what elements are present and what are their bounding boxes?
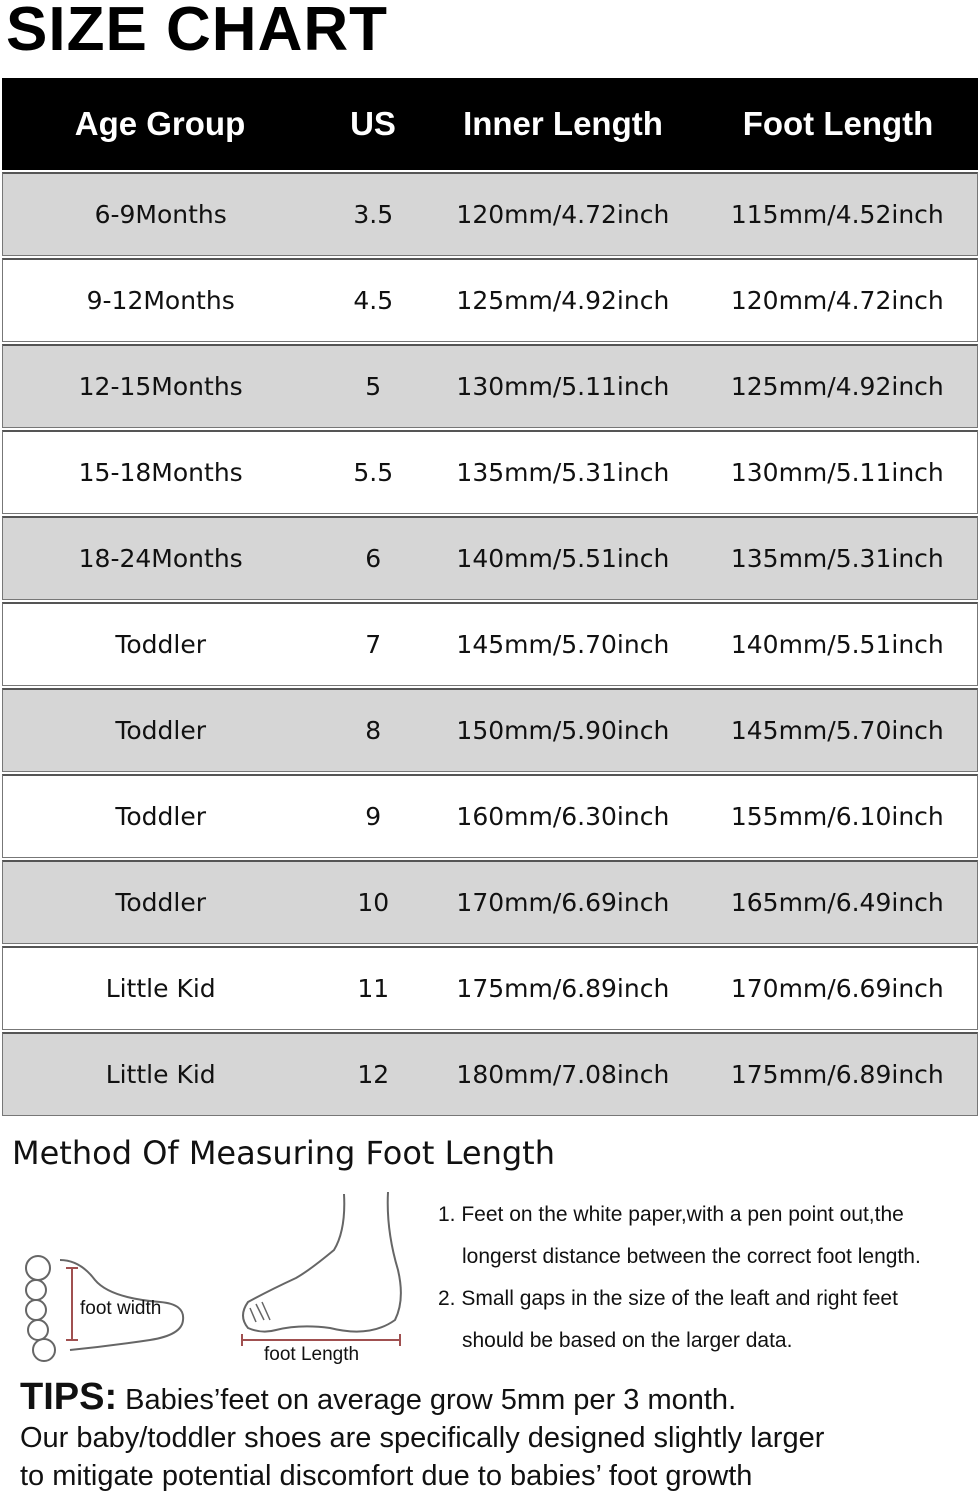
table-row: Little Kid 11 175mm/6.89inch 170mm/6.69inch [2, 946, 978, 1030]
cell-us-size: 7 [365, 630, 382, 659]
foot-illustration: foot width foot Length [0, 1190, 430, 1380]
cell-age-group: Toddler [115, 716, 207, 745]
cell-us-size: 12 [357, 1060, 390, 1089]
cell-inner-length: 160mm/6.30inch [456, 802, 670, 831]
cell-us-size: 3.5 [353, 200, 394, 229]
table-row: Toddler 9 160mm/6.30inch 155mm/6.10inch [2, 774, 978, 858]
tips-label: TIPS: [20, 1376, 118, 1418]
cell-inner-length: 145mm/5.70inch [456, 630, 670, 659]
cell-inner-length: 140mm/5.51inch [456, 544, 670, 573]
cell-inner-length: 175mm/6.89inch [456, 974, 670, 1003]
cell-inner-length: 135mm/5.31inch [456, 458, 670, 487]
cell-inner-length: 130mm/5.11inch [456, 372, 670, 401]
foot-width-label: foot width [80, 1298, 162, 1319]
cell-age-group: 15-18Months [78, 458, 243, 487]
cell-age-group: 6-9Months [94, 200, 227, 229]
cell-inner-length: 180mm/7.08inch [456, 1060, 670, 1089]
cell-foot-length: 130mm/5.11inch [730, 458, 944, 487]
cell-age-group: Little Kid [105, 1060, 216, 1089]
table-row: Toddler 8 150mm/5.90inch 145mm/5.70inch [2, 688, 978, 772]
cell-inner-length: 125mm/4.92inch [456, 286, 670, 315]
table-row: Toddler 7 145mm/5.70inch 140mm/5.51inch [2, 602, 978, 686]
cell-foot-length: 120mm/4.72inch [730, 286, 944, 315]
cell-us-size: 5 [365, 372, 382, 401]
header-us: US [350, 105, 396, 142]
cell-us-size: 6 [365, 544, 382, 573]
cell-us-size: 11 [357, 974, 390, 1003]
table-row: 12-15Months 5 130mm/5.11inch 125mm/4.92inch [2, 344, 978, 428]
tips-line-2: Our baby/toddler shoes are specifically … [20, 1422, 825, 1454]
step-2-line-1: 2. Small gaps in the size of the leaft a… [438, 1287, 898, 1310]
cell-age-group: 12-15Months [78, 372, 243, 401]
cell-us-size: 9 [365, 802, 382, 831]
table-row: Little Kid 12 180mm/7.08inch 175mm/6.89inch [2, 1032, 978, 1116]
header-age-group: Age Group [74, 105, 246, 142]
cell-foot-length: 175mm/6.89inch [730, 1060, 944, 1089]
table-row: 15-18Months 5.5 135mm/5.31inch 130mm/5.11in… [2, 430, 978, 514]
cell-inner-length: 150mm/5.90inch [456, 716, 670, 745]
cell-age-group: Little Kid [105, 974, 216, 1003]
cell-us-size: 4.5 [353, 286, 394, 315]
cell-age-group: Toddler [115, 802, 207, 831]
tips-line-3: to mitigate potential discomfort due to … [20, 1460, 753, 1492]
step-1-line-1: 1. Feet on the white paper,with a pen po… [438, 1203, 904, 1226]
page-title: SIZE CHART [6, 0, 388, 64]
size-chart-table: Age Group US Inner Length Foot Length 6-… [2, 78, 978, 1116]
cell-foot-length: 170mm/6.69inch [730, 974, 944, 1003]
cell-inner-length: 120mm/4.72inch [456, 200, 670, 229]
cell-inner-length: 170mm/6.69inch [456, 888, 670, 917]
cell-foot-length: 125mm/4.92inch [730, 372, 944, 401]
cell-us-size: 10 [357, 888, 390, 917]
cell-foot-length: 165mm/6.49inch [730, 888, 944, 917]
step-2-line-2: should be based on the larger data. [462, 1329, 793, 1352]
cell-age-group: Toddler [115, 888, 207, 917]
table-row: 6-9Months 3.5 120mm/4.72inch 115mm/4.52inch [2, 172, 978, 256]
header-foot-length: Foot Length [742, 105, 934, 142]
cell-age-group: Toddler [115, 630, 207, 659]
cell-us-size: 5.5 [353, 458, 394, 487]
cell-age-group: 9-12Months [86, 286, 235, 315]
foot-drawing-icon [25, 1191, 402, 1362]
method-heading: Method Of Measuring Foot Length [12, 1134, 555, 1172]
tips-section: TIPS: Babies’feet on average grow 5mm pe… [20, 1378, 824, 1495]
table-row: Toddler 10 170mm/6.69inch 165mm/6.49inch [2, 860, 978, 944]
cell-foot-length: 115mm/4.52inch [730, 200, 944, 229]
cell-us-size: 8 [365, 716, 382, 745]
header-inner-length: Inner Length [463, 105, 663, 142]
cell-foot-length: 145mm/5.70inch [730, 716, 944, 745]
measuring-steps: 1. Feet on the white paper,with a pen po… [438, 1194, 921, 1362]
step-1-line-2: longerst distance between the correct fo… [462, 1245, 921, 1268]
table-header: Age Group US Inner Length Foot Length [2, 78, 978, 170]
cell-foot-length: 155mm/6.10inch [730, 802, 944, 831]
table-row: 9-12Months 4.5 125mm/4.92inch 120mm/4.72inc… [2, 258, 978, 342]
cell-foot-length: 140mm/5.51inch [730, 630, 944, 659]
foot-length-label: foot Length [264, 1344, 360, 1365]
cell-foot-length: 135mm/5.31inch [730, 544, 944, 573]
table-row: 18-24Months 6 140mm/5.51inch 135mm/5.31inch [2, 516, 978, 600]
cell-age-group: 18-24Months [78, 544, 243, 573]
tips-line-1: Babies’feet on average grow 5mm per 3 mo… [117, 1384, 737, 1416]
